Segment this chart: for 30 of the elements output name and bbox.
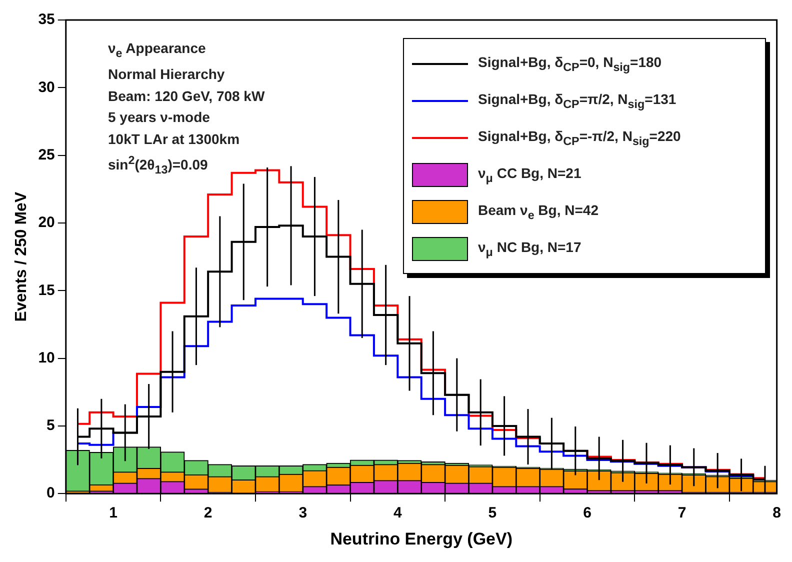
legend-label: Signal+Bg, δ$_{CP}$=π/2, N$_{sig}$=131 (478, 90, 676, 110)
y-tick-label: 25 (38, 146, 55, 164)
legend-label: ν$_{μ}$ CC Bg, N=21 (478, 164, 582, 184)
x-axis-title: Neutrino Energy (GeV) (330, 529, 513, 548)
legend-label: Signal+Bg, δ$_{CP}$=0, N$_{sig}$=180 (478, 54, 662, 74)
x-tick-label: 4 (393, 504, 402, 522)
x-tick-label: 5 (488, 504, 497, 522)
annotation: Beam: 120 GeV, 708 kW (108, 86, 265, 106)
y-axis-title: Events / 250 MeV (13, 192, 30, 322)
x-tick-label: 6 (583, 504, 592, 522)
x-tick-label: 8 (772, 504, 781, 522)
y-tick-label: 10 (38, 349, 55, 366)
legend-label: Beam ν$_{e}$ Bg, N=42 (478, 202, 598, 222)
annotation: Normal Hierarchy (108, 65, 226, 84)
y-tick-label: 5 (46, 417, 55, 434)
annotation: 5 years ν-mode (108, 108, 211, 128)
annotation: 10kT LAr at 1300km (108, 130, 241, 149)
legend-label: Signal+Bg, δ$_{CP}$=-π/2, N$_{sig}$=220 (478, 128, 681, 148)
y-tick-label: 35 (38, 11, 55, 28)
y-tick-label: 15 (38, 282, 55, 299)
annotation: ν$_{e}$ Appearance (108, 39, 207, 62)
y-tick-label: 0 (46, 484, 55, 502)
x-tick-label: 3 (298, 504, 308, 522)
x-tick-label: 1 (109, 504, 118, 522)
annotation: sin$^{2}$(2θ$_{13}$)=0.09 (108, 153, 209, 179)
legend-label: ν$_{μ}$ NC Bg, N=17 (478, 238, 582, 258)
y-tick-label: 30 (38, 78, 55, 96)
y-tick-label: 20 (38, 214, 55, 232)
x-tick-label: 2 (204, 504, 212, 522)
x-tick-label: 7 (678, 504, 686, 522)
